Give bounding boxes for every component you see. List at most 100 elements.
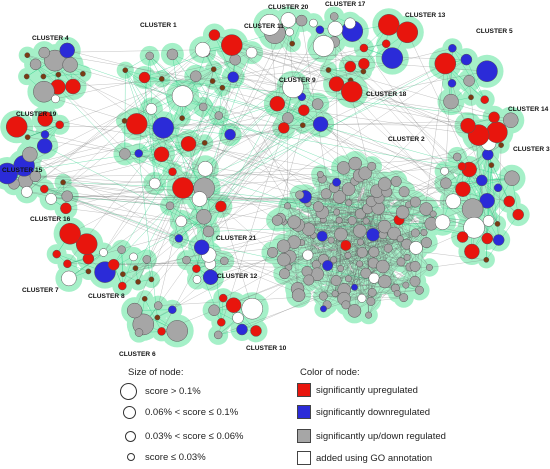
network-edge: [26, 49, 203, 193]
network-edge: [283, 174, 321, 247]
protein-node: [325, 67, 332, 73]
network-edge: [328, 69, 364, 72]
protein-node: [208, 29, 221, 41]
network-edge: [7, 173, 179, 239]
protein-node: [341, 182, 356, 196]
protein-node: [425, 264, 433, 271]
protein-node: [165, 201, 175, 211]
network-edge: [203, 117, 289, 217]
protein-node: [119, 148, 131, 160]
cluster-label-c15: CLUSTER 15: [2, 167, 43, 174]
size-medium-circle: [123, 406, 136, 419]
network-edge: [303, 110, 479, 136]
legend-size-title: Size of node:: [128, 367, 184, 378]
protein-node: [503, 195, 515, 208]
protein-node: [210, 66, 217, 73]
label-upregulated: significantly upregulated: [316, 385, 418, 396]
protein-node: [241, 297, 263, 320]
swatch-go-added: [297, 451, 311, 465]
protein-node: [334, 227, 348, 242]
protein-node: [36, 138, 53, 154]
protein-node: [37, 111, 53, 127]
network-edge: [7, 142, 205, 174]
protein-node: [440, 177, 452, 189]
protein-node: [366, 227, 380, 242]
protein-node: [311, 260, 321, 269]
protein-node: [434, 214, 451, 230]
protein-node: [21, 186, 33, 198]
protein-node: [225, 297, 242, 313]
cluster-label-c7: CLUSTER 7: [22, 287, 59, 294]
protein-node: [359, 43, 369, 53]
network-edge: [138, 153, 158, 318]
protein-node: [312, 35, 335, 57]
network-edges: [7, 16, 519, 336]
protein-node: [132, 265, 139, 272]
network-edge: [429, 259, 487, 268]
size-large-circle: [120, 383, 137, 400]
protein-node: [443, 93, 459, 110]
protein-node: [327, 21, 344, 37]
protein-node: [366, 296, 376, 306]
network-edge: [181, 52, 207, 119]
protein-node: [463, 216, 485, 239]
protein-node: [309, 18, 318, 28]
protein-node: [179, 115, 185, 121]
network-edge: [251, 52, 467, 60]
network-edge: [43, 73, 83, 77]
protein-node: [434, 52, 457, 75]
protein-node: [55, 71, 62, 78]
protein-node: [118, 281, 127, 291]
protein-interaction-network: CLUSTER 1 CLUSTER 2 CLUSTER 3 CLUSTER 4 CLUS…: [0, 1, 550, 358]
network-edge: [214, 34, 234, 78]
protein-node: [208, 304, 220, 316]
network-edge: [169, 59, 467, 206]
network-edge: [348, 101, 452, 204]
size-tiny-label: score ≤ 0.03%: [145, 452, 206, 463]
protein-node: [303, 274, 315, 286]
network-edge: [27, 55, 482, 181]
protein-node: [362, 217, 370, 225]
protein-node: [421, 237, 432, 249]
protein-node: [135, 279, 141, 285]
network-edge: [442, 48, 453, 223]
network-edge: [318, 206, 372, 302]
protein-node: [333, 208, 341, 216]
protein-node: [192, 275, 202, 284]
protein-node: [452, 152, 462, 162]
protein-node: [191, 191, 208, 207]
network-edge: [199, 125, 303, 200]
cluster-label-c10: CLUSTER 10: [246, 345, 287, 352]
protein-node: [236, 323, 248, 336]
protein-node: [381, 47, 404, 69]
network-edge: [323, 45, 519, 215]
protein-node: [145, 51, 154, 61]
protein-node: [356, 246, 368, 258]
network-edge: [328, 69, 351, 81]
protein-node: [330, 275, 342, 287]
protein-node: [320, 188, 332, 200]
protein-node: [149, 177, 161, 190]
protein-node: [503, 112, 519, 128]
protein-node: [353, 224, 367, 238]
protein-node: [376, 259, 390, 274]
network-edge: [293, 242, 298, 289]
protein-node: [85, 268, 92, 275]
network-edge: [125, 70, 164, 128]
network-edge: [149, 55, 337, 213]
network-edge: [125, 55, 150, 71]
protein-node: [166, 320, 188, 342]
network-edge: [365, 273, 369, 316]
protein-node: [192, 264, 201, 273]
protein-node: [126, 302, 143, 319]
protein-node: [493, 183, 503, 193]
network-edge: [65, 183, 155, 209]
network-edge: [233, 69, 329, 78]
protein-node: [142, 255, 152, 264]
protein-node: [344, 251, 352, 259]
protein-node: [174, 234, 184, 243]
protein-node: [141, 295, 148, 302]
cluster-label-c12: CLUSTER 12: [217, 273, 258, 280]
protein-node: [302, 249, 314, 261]
protein-node: [134, 328, 144, 337]
